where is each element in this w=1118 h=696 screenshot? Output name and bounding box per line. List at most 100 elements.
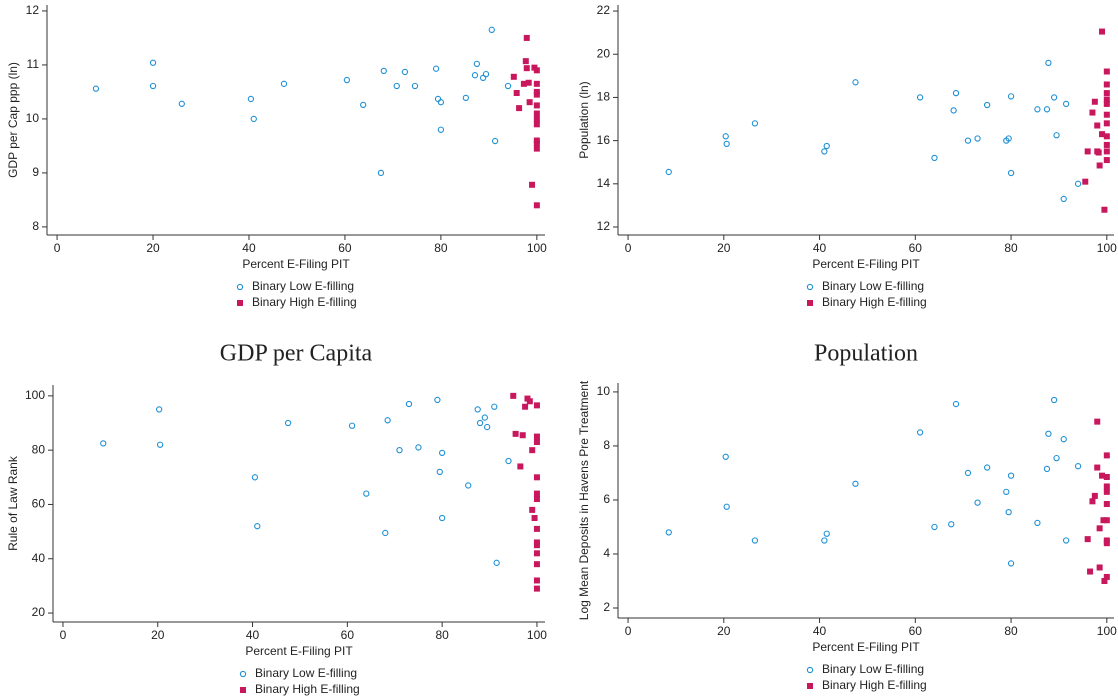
point bbox=[438, 449, 446, 457]
point bbox=[438, 514, 446, 522]
point bbox=[1103, 141, 1110, 148]
point bbox=[384, 417, 391, 424]
point bbox=[1007, 169, 1015, 177]
point bbox=[491, 137, 499, 145]
legend-label: Binary Low E-filling bbox=[822, 662, 924, 676]
point bbox=[1060, 195, 1067, 203]
y-axis-label: GDP per Cap ppp (ln) bbox=[6, 62, 20, 178]
legend-label: Binary High E-filling bbox=[252, 295, 357, 309]
point bbox=[526, 398, 533, 405]
point bbox=[415, 444, 422, 451]
point bbox=[950, 107, 957, 114]
point bbox=[974, 135, 981, 142]
point bbox=[529, 447, 536, 454]
legend-marker bbox=[807, 300, 813, 306]
x-tick-label: 40 bbox=[242, 241, 256, 255]
point bbox=[1103, 133, 1110, 140]
x-tick-label: 40 bbox=[246, 628, 260, 642]
point bbox=[1103, 452, 1110, 459]
point bbox=[436, 468, 443, 476]
y-tick-label: 12 bbox=[597, 219, 611, 233]
point bbox=[1089, 109, 1096, 116]
y-axis-label: Population (ln) bbox=[577, 81, 591, 158]
point bbox=[1103, 573, 1110, 580]
point bbox=[474, 406, 481, 413]
panel: 12 14 16 18 20 22 0 20 40 60 80 100 Percent E-Filing… bbox=[577, 3, 1117, 366]
point bbox=[1074, 180, 1082, 187]
point bbox=[1103, 111, 1110, 118]
x-tick-label: 100 bbox=[527, 628, 547, 642]
legend-label: Binary High E-filling bbox=[822, 678, 927, 692]
point bbox=[360, 101, 367, 109]
point bbox=[343, 76, 351, 84]
point bbox=[396, 447, 403, 454]
point bbox=[531, 515, 538, 522]
point bbox=[823, 530, 830, 537]
point bbox=[284, 419, 292, 427]
point bbox=[1043, 465, 1051, 473]
point bbox=[1101, 577, 1108, 584]
point bbox=[471, 72, 479, 79]
point bbox=[405, 400, 413, 408]
caption: Population bbox=[814, 341, 918, 367]
point bbox=[952, 400, 960, 408]
point bbox=[1103, 81, 1110, 88]
y-tick-label: 60 bbox=[32, 497, 46, 511]
y-tick-label: 8 bbox=[603, 438, 610, 452]
point bbox=[488, 26, 495, 33]
point bbox=[149, 59, 157, 66]
point bbox=[529, 181, 536, 188]
point bbox=[823, 142, 830, 150]
point bbox=[482, 70, 490, 78]
point bbox=[411, 82, 419, 90]
point bbox=[522, 58, 529, 65]
point bbox=[533, 140, 540, 147]
x-tick-label: 100 bbox=[527, 241, 547, 255]
point bbox=[156, 441, 164, 448]
point bbox=[665, 168, 672, 176]
point bbox=[513, 90, 520, 97]
point bbox=[1074, 463, 1082, 470]
point bbox=[964, 137, 972, 144]
point bbox=[393, 82, 400, 90]
x-tick-label: 40 bbox=[813, 241, 827, 255]
point bbox=[983, 464, 991, 471]
point bbox=[434, 95, 442, 103]
point bbox=[1045, 59, 1052, 67]
y-tick-label: 22 bbox=[597, 3, 611, 17]
point bbox=[1094, 464, 1101, 471]
point bbox=[533, 88, 540, 95]
y-tick-label: 40 bbox=[32, 551, 46, 565]
point bbox=[751, 120, 759, 127]
point bbox=[156, 406, 163, 413]
point bbox=[1099, 472, 1106, 479]
point bbox=[1096, 564, 1103, 571]
point bbox=[1084, 536, 1091, 543]
point bbox=[523, 34, 530, 41]
point bbox=[1103, 90, 1110, 97]
x-tick-label: 100 bbox=[1097, 624, 1117, 638]
point bbox=[92, 85, 100, 92]
y-tick-label: 80 bbox=[32, 442, 46, 456]
point bbox=[751, 537, 759, 544]
point bbox=[505, 457, 512, 465]
point bbox=[1045, 430, 1052, 437]
point bbox=[149, 82, 157, 90]
point bbox=[533, 490, 540, 497]
legend-label: Binary Low E-filling bbox=[255, 666, 357, 680]
point bbox=[952, 89, 960, 97]
y-tick-label: 10 bbox=[597, 384, 611, 398]
point bbox=[533, 433, 540, 440]
point bbox=[533, 474, 540, 481]
point bbox=[1007, 472, 1015, 479]
point bbox=[665, 529, 672, 536]
point bbox=[1096, 525, 1103, 532]
point bbox=[931, 154, 938, 162]
point bbox=[533, 542, 540, 549]
point bbox=[1051, 94, 1058, 101]
point bbox=[1053, 132, 1060, 139]
point bbox=[852, 480, 859, 487]
x-tick-label: 40 bbox=[813, 624, 827, 638]
